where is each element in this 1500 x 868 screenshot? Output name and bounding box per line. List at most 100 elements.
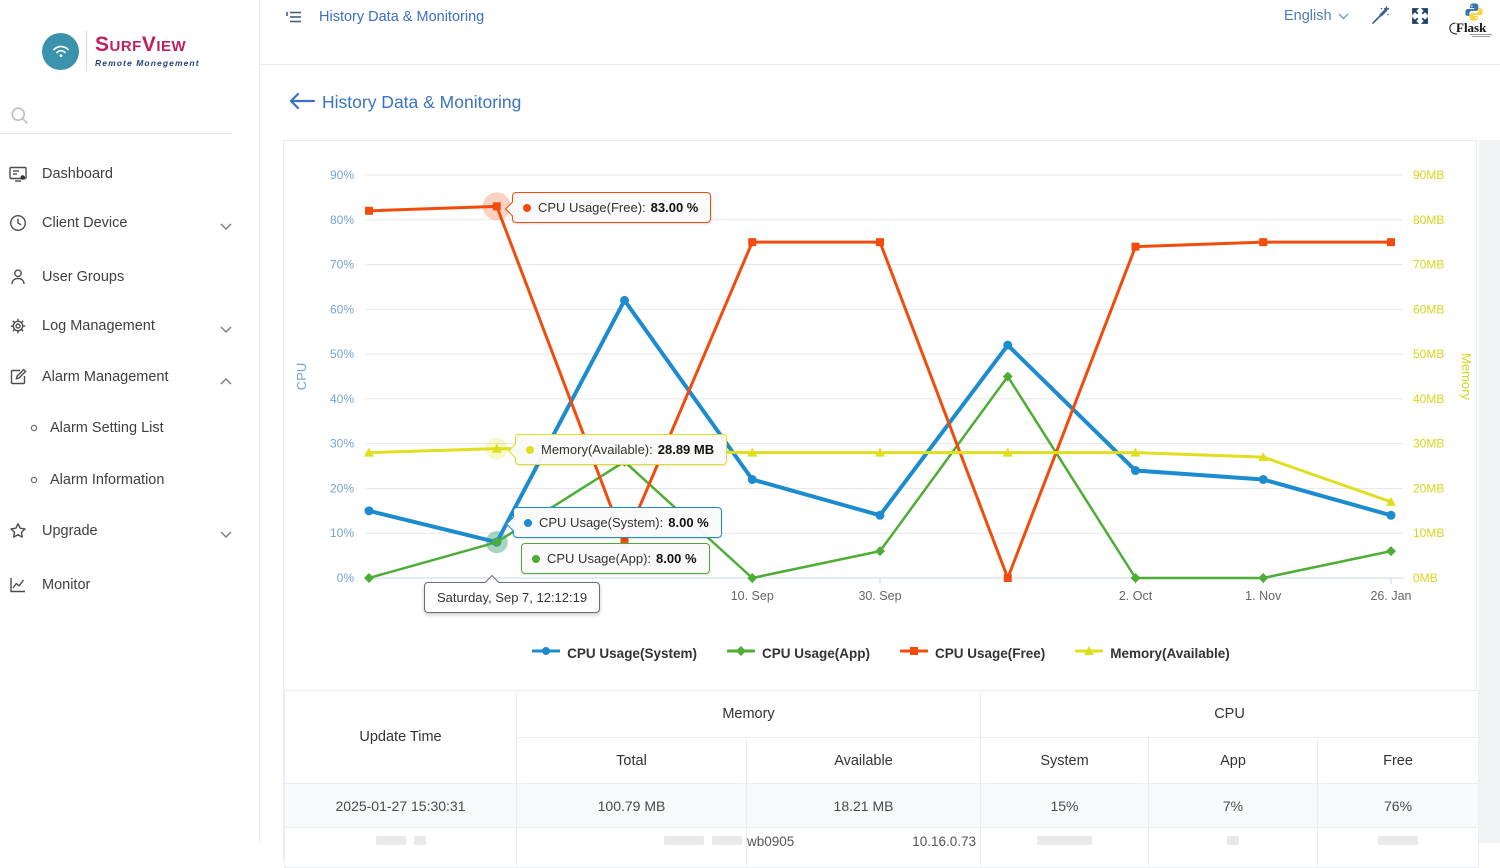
y-axis-right-label: 80MB [1413,213,1444,227]
y-axis-left-title: CPU [294,363,309,390]
top-header: History Data & Monitoring English Flas [260,0,1500,65]
col-memory-total: Total [516,737,747,784]
tooltip-cpu-free: CPU Usage(Free): 83.00 % [504,192,712,223]
tooltip-cpu-app: CPU Usage(App): 8.00 % [521,543,710,574]
flask-wordmark: Flask [1456,20,1487,35]
bullet-icon [30,476,38,484]
x-axis-label: 10. Sep [731,589,774,603]
history-table: Update Time Memory CPU Total Available S… [284,690,1480,868]
sidebar-item-label: Client Device [42,215,128,231]
sidebar-item-dashboard[interactable]: Dashboard [0,152,248,196]
col-cpu-system: System [980,737,1149,784]
cell-update-time: 2025-01-27 15:30:31 [284,783,517,828]
sidebar-item-label: Monitor [42,577,91,593]
history-table-wrap: Update Time Memory CPU Total Available S… [284,690,1480,868]
python-flask-logo[interactable]: Flask [1448,1,1500,39]
y-axis-left-label: 60% [330,302,354,316]
cell-memory-available: 18.21 MB [746,783,981,828]
legend-marker [1074,644,1104,662]
fullscreen-icon[interactable] [1410,6,1430,26]
logo-divider [86,31,87,71]
hover-halos [482,192,511,554]
tab-history-data-monitoring[interactable]: History Data & Monitoring [319,9,485,25]
flask-horn-icon [1449,22,1458,35]
brand-subtitle: Remote Monegement [95,58,200,68]
series-dot [523,203,531,212]
sidebar-item-alarm-management[interactable]: Alarm Management [0,355,248,399]
sidebar-item-alarm-setting-list[interactable]: Alarm Setting List [0,406,248,450]
chart-legend: CPU Usage(System) CPU Usage(App) CPU Usa… [284,644,1478,662]
dashboard-icon [8,164,28,184]
sidebar-divider [0,133,232,134]
legend-cpu-app[interactable]: CPU Usage(App) [726,644,870,662]
legend-cpu-free[interactable]: CPU Usage(Free) [899,644,1045,662]
y-axis-right-label: 70MB [1413,258,1444,272]
content-card: 0% 0MB 10% 10MB 20% 20MB 30% 30MB 40% 40MB 50% 50MB… [283,140,1480,868]
col-cpu-app: App [1148,737,1318,784]
sidebar-item-log-management[interactable]: Log Management [0,304,248,348]
python-icon [1465,3,1483,21]
tooltip-hover-date: Saturday, Sep 7, 12:12:19 [424,574,601,613]
series-dot [524,518,532,527]
collapse-menu-icon[interactable] [285,8,303,26]
sidebar-item-alarm-information[interactable]: Alarm Information [0,458,248,502]
sidebar-item-label: Upgrade [42,523,98,539]
col-group-cpu: CPU [979,690,1480,738]
tooltip-cpu-system: CPU Usage(System): 8.00 % [505,507,722,538]
y-axis-right-label: 60MB [1413,302,1444,316]
y-axis-left-label: 30% [330,437,354,451]
language-dropdown[interactable]: English [1284,8,1349,24]
chevron-down-icon [220,321,232,339]
x-axis-label: 26. Jan [1370,589,1411,603]
sidebar-item-label: Alarm Setting List [50,420,164,436]
brand-logo[interactable]: SurfView Remote Monegement [42,31,200,71]
legend-marker [899,644,929,662]
chevron-down-icon [1338,13,1349,19]
col-group-memory: Memory [516,690,981,738]
y-axis-left-label: 90% [330,168,354,182]
search-icon[interactable] [10,106,32,128]
y-axis-left-label: 0% [337,571,355,585]
sidebar-item-monitor[interactable]: Monitor [0,563,248,607]
legend-memory-available[interactable]: Memory(Available) [1074,644,1230,662]
y-axis-left-label: 40% [330,392,354,406]
x-axis-label: 30. Sep [858,589,901,603]
edit-icon [8,367,28,387]
x-axis-label: 1. Nov [1245,589,1282,603]
chevron-down-icon [220,218,232,236]
y-axis-right-label: 50MB [1413,347,1444,361]
x-axis-label: 2. Oct [1119,589,1153,603]
brand-name: SurfView [95,33,187,56]
y-axis-left-label: 50% [330,347,354,361]
chart-icon [8,575,28,595]
star-icon [8,521,28,541]
y-axis-right-label: 30MB [1413,437,1444,451]
legend-cpu-system[interactable]: CPU Usage(System) [531,644,697,662]
legend-marker [531,644,561,662]
sidebar-item-label: User Groups [42,269,125,285]
series-CPU Usage(Free) [365,202,1395,582]
sidebar-item-upgrade[interactable]: Upgrade [0,509,248,553]
cell-cpu-app: 7% [1148,783,1318,828]
cell-cpu-system: 15% [980,783,1149,828]
sidebar-item-label: Log Management [42,318,155,334]
y-axis-right-label: 0MB [1413,571,1438,585]
sidebar-item-client-device[interactable]: Client Device [0,201,248,245]
y-axis-left-label: 80% [330,213,354,227]
y-axis-right-label: 40MB [1413,392,1444,406]
y-axis-left-label: 10% [330,526,354,540]
language-label: English [1284,8,1332,24]
y-axis-left-label: 70% [330,258,354,272]
table-row: 2025-01-27 15:30:31 100.79 MB 18.21 MB 1… [284,783,1480,828]
sidebar-item-user-groups[interactable]: User Groups [0,255,248,299]
magic-wand-icon[interactable] [1370,6,1390,26]
cell-ip-address: 10.16.0.73 [912,834,976,849]
bullet-icon [30,424,38,432]
y-axis-right-label: 90MB [1413,168,1444,182]
y-axis-left-label: 20% [330,481,354,495]
user-icon [8,267,28,287]
grid: 0% 0MB 10% 10MB 20% 20MB 30% 30MB 40% 40MB 50% 50MB… [330,168,1444,585]
back-arrow-button[interactable] [287,91,319,113]
chevron-up-icon [220,372,232,390]
chevron-down-icon [220,526,232,544]
